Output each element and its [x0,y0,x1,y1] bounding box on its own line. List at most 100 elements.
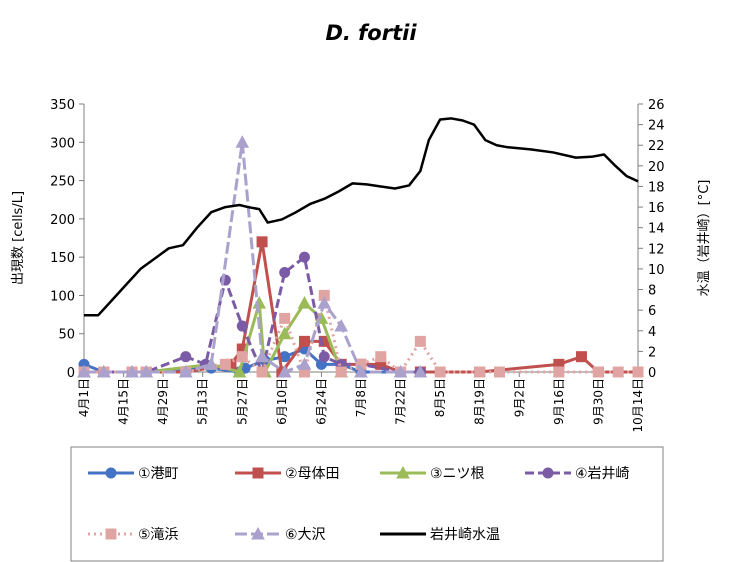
y2-tick-label: 18 [648,180,665,195]
series-point [317,296,332,309]
y-tick-label: 100 [50,289,75,304]
x-tick-label: 8月5日 [433,378,447,417]
series-point [474,366,486,378]
x-tick-label: 6月24日 [314,378,328,425]
series-point [204,357,219,370]
y-axis-title-left: 出現数 [cells/L] [11,191,26,285]
legend-item-1: ①港町 [88,466,179,482]
y2-tick-label: 6 [648,304,656,319]
x-tick-label: 5月13日 [196,378,210,425]
series-layer [77,117,644,378]
y-tick-label: 0 [67,366,75,381]
y-ticks-left: 0 50 100 150 200 250 300 350 [50,98,84,381]
series-point [232,364,247,378]
y2-tick-label: 4 [648,325,656,340]
series-point [279,266,291,278]
series-point [279,312,291,324]
y-tick-label: 350 [50,98,75,113]
legend-label: ③ニツ根 [430,466,485,482]
y-tick-label: 250 [50,175,75,190]
y-tick-label: 50 [58,328,75,343]
series-point [553,366,565,378]
series-line [84,140,421,374]
series-point [236,320,248,332]
legend-label: ⑤滝浜 [138,527,179,543]
x-ticks: 4月1日 4月15日 4月29日 5月13日 5月27日 6月10日 6月24日 7月8日 7月… [77,372,645,433]
legend-item-4: ④岩井崎 [525,466,630,482]
series-point [277,364,292,378]
legend: ①港町 ②母体田 ③ニツ根 ④岩井崎 ⑤滝浜 ⑥大沢 岩井崎水温 [88,465,630,543]
legend-item-7: 岩井崎水温 [380,527,500,543]
series-point [178,364,193,378]
series-point [96,364,111,378]
series-point [105,528,117,540]
legend-label: ⑥大沢 [285,527,326,543]
series-point [414,335,426,347]
y-tick-label: 200 [50,213,75,228]
series-line [84,240,638,374]
series-point [252,467,264,479]
x-tick-label: 8月19日 [473,378,487,425]
series-point [494,366,505,378]
series-point [612,366,624,378]
x-tick-label: 4月29日 [156,378,170,425]
series-point [318,351,330,363]
series-line [84,117,639,317]
series-point [105,467,117,479]
y2-tick-label: 0 [648,366,656,381]
series-line [84,293,638,374]
legend-item-6: ⑥大沢 [235,526,326,543]
legend-label: ①港町 [138,466,179,482]
series-point [298,251,310,263]
series-2 [78,236,644,378]
legend-item-2: ②母体田 [235,466,340,482]
y2-tick-label: 12 [648,242,665,257]
series-point [393,364,408,378]
legend-item-3: ③ニツ根 [380,465,485,482]
x-tick-label: 5月27日 [235,378,249,425]
series-point [542,467,554,479]
series-point [354,364,368,378]
series-6 [77,135,428,378]
y2-tick-label: 26 [648,98,665,113]
series-point [139,364,154,378]
legend-item-5: ⑤滝浜 [88,527,179,543]
series-point [236,351,248,363]
series-point [575,351,587,363]
series-point [255,349,269,363]
series-point [434,366,446,378]
series-point [334,319,349,332]
y-tick-label: 150 [50,251,75,266]
series-point [125,364,139,378]
legend-label: ④岩井崎 [575,466,630,482]
y2-tick-label: 20 [648,160,665,175]
x-tick-label: 7月22日 [394,378,408,425]
series-point [77,364,91,378]
series-point [413,364,428,378]
x-tick-label: 9月16日 [552,378,566,425]
legend-box [70,446,664,562]
x-tick-label: 6月10日 [275,378,289,425]
series-point [592,366,604,378]
y2-tick-label: 22 [648,139,665,154]
series-point [251,526,265,540]
y2-tick-label: 16 [648,201,665,216]
x-tick-label: 9月2日 [512,378,526,417]
y2-tick-label: 10 [648,263,665,278]
x-tick-label: 9月30日 [591,378,605,425]
x-tick-label: 7月8日 [354,378,368,417]
series-point [335,366,347,378]
y2-tick-label: 2 [648,345,656,360]
series-7 [84,117,639,317]
series-point [396,465,410,479]
plot-area [84,104,638,372]
series-point [297,296,312,309]
series-point [277,326,292,340]
legend-label: ②母体田 [285,466,340,482]
series-point [256,236,268,248]
x-tick-label: 4月1日 [77,378,91,417]
y-axis-title-right: 水温（岩井崎）[°C] [697,180,712,297]
legend-label: 岩井崎水温 [430,527,500,543]
